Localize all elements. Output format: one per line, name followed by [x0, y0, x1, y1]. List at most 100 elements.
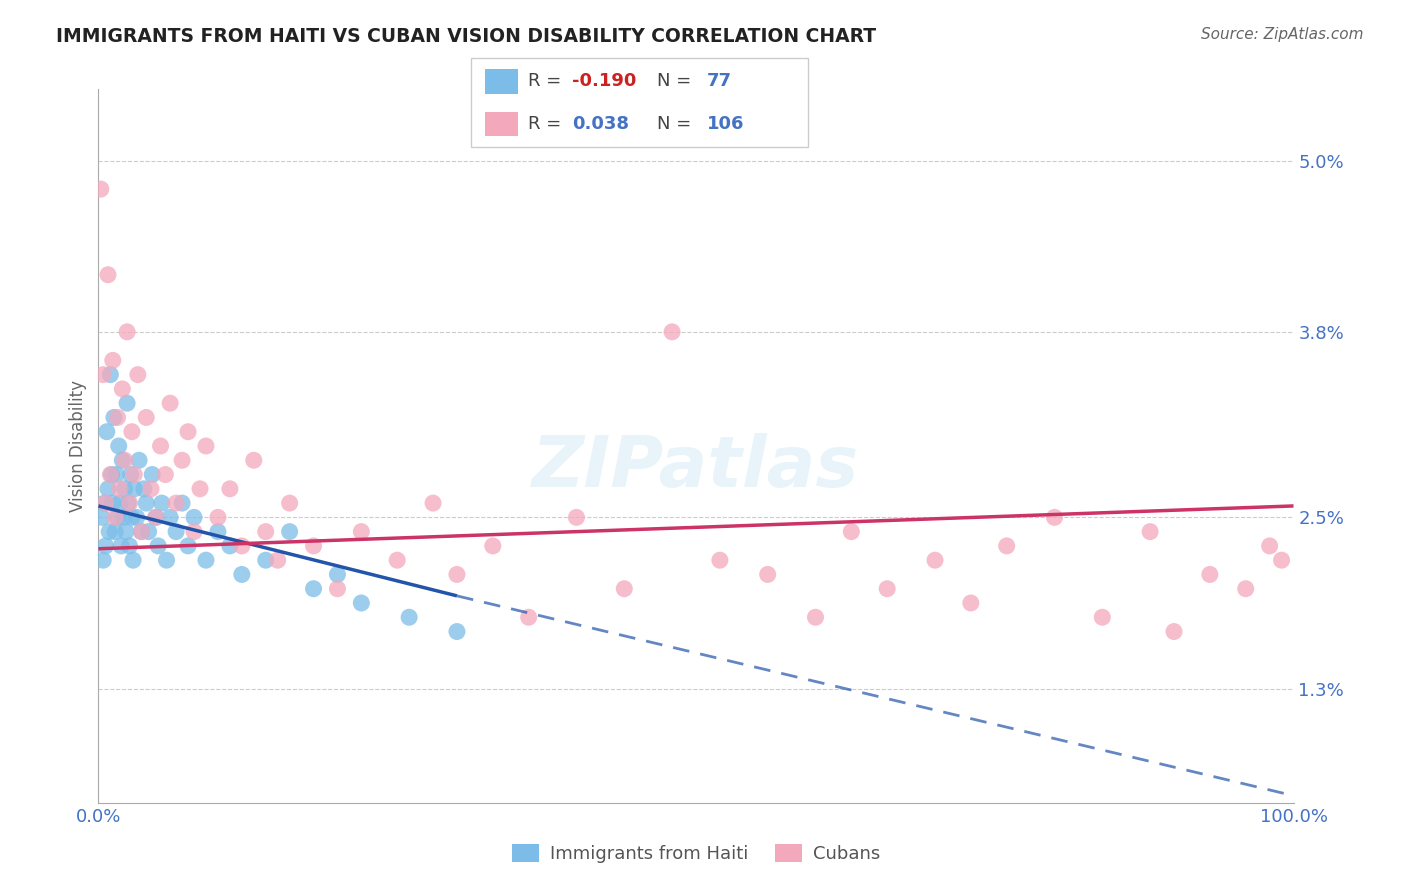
Point [104, 510, 127, 524]
Point [138, 524, 160, 539]
Text: ZIPatlas: ZIPatlas [533, 433, 859, 502]
Point [207, 510, 229, 524]
Point [148, 539, 170, 553]
Point [183, 510, 205, 524]
Text: N =: N = [657, 72, 696, 90]
Point [350, 596, 373, 610]
Text: R =: R = [529, 72, 568, 90]
Point [124, 482, 146, 496]
Text: 106: 106 [707, 115, 745, 133]
Text: IMMIGRANTS FROM HAITI VS CUBAN VISION DISABILITY CORRELATION CHART: IMMIGRANTS FROM HAITI VS CUBAN VISION DI… [56, 27, 876, 45]
Point [108, 482, 131, 496]
Point [104, 524, 127, 539]
Point [165, 496, 187, 510]
Point [398, 610, 420, 624]
Point [1043, 510, 1066, 524]
Point [1199, 567, 1222, 582]
Point [97, 268, 120, 282]
Point [326, 582, 349, 596]
Point [172, 453, 194, 467]
Point [114, 453, 136, 467]
Point [98, 524, 121, 539]
Point [278, 496, 301, 510]
Text: N =: N = [657, 115, 696, 133]
Text: 0.038: 0.038 [572, 115, 630, 133]
Point [195, 553, 218, 567]
Point [98, 368, 122, 382]
Text: R =: R = [529, 115, 568, 133]
Point [254, 553, 277, 567]
Point [841, 524, 863, 539]
Point [135, 410, 157, 425]
Point [112, 510, 135, 524]
Point [145, 510, 167, 524]
FancyBboxPatch shape [471, 58, 808, 147]
Point [91, 368, 114, 382]
Point [243, 453, 266, 467]
Point [517, 610, 540, 624]
Point [219, 539, 242, 553]
Point [150, 496, 173, 510]
Point [183, 524, 205, 539]
Point [118, 496, 141, 510]
Point [231, 567, 253, 582]
Point [482, 539, 505, 553]
Point [207, 524, 229, 539]
Point [1258, 539, 1281, 553]
Point [120, 467, 142, 482]
Point [267, 553, 290, 567]
Point [145, 510, 167, 524]
Point [254, 524, 277, 539]
Point [155, 553, 177, 567]
Point [385, 553, 409, 567]
Point [107, 410, 129, 425]
Point [876, 582, 898, 596]
Point [756, 567, 779, 582]
Point [115, 396, 138, 410]
Text: 77: 77 [707, 72, 733, 90]
Point [135, 496, 157, 510]
Point [91, 553, 114, 567]
Point [98, 467, 122, 482]
Point [709, 553, 731, 567]
Point [1271, 553, 1294, 567]
Bar [485, 69, 519, 94]
Point [97, 482, 120, 496]
Point [100, 467, 122, 482]
Point [128, 453, 150, 467]
Point [117, 496, 139, 510]
Point [101, 353, 124, 368]
Point [159, 396, 181, 410]
Point [1139, 524, 1161, 539]
Text: -0.190: -0.190 [572, 72, 637, 90]
Point [565, 510, 588, 524]
Point [422, 496, 444, 510]
Point [131, 524, 153, 539]
Point [132, 482, 155, 496]
Y-axis label: Vision Disability: Vision Disability [69, 380, 87, 512]
Point [91, 510, 114, 524]
Point [115, 325, 138, 339]
Point [114, 482, 136, 496]
Point [278, 524, 301, 539]
Point [122, 553, 145, 567]
Point [110, 539, 132, 553]
Point [1234, 582, 1257, 596]
Point [446, 567, 468, 582]
Point [131, 524, 153, 539]
Point [172, 496, 194, 510]
Point [107, 439, 129, 453]
Point [111, 382, 134, 396]
Point [995, 539, 1018, 553]
Point [118, 539, 141, 553]
Point [350, 524, 373, 539]
Point [613, 582, 636, 596]
Point [90, 182, 112, 196]
Point [155, 467, 177, 482]
Point [125, 510, 148, 524]
Point [219, 482, 242, 496]
Point [94, 496, 117, 510]
Point [446, 624, 468, 639]
Point [127, 368, 149, 382]
Point [111, 453, 134, 467]
